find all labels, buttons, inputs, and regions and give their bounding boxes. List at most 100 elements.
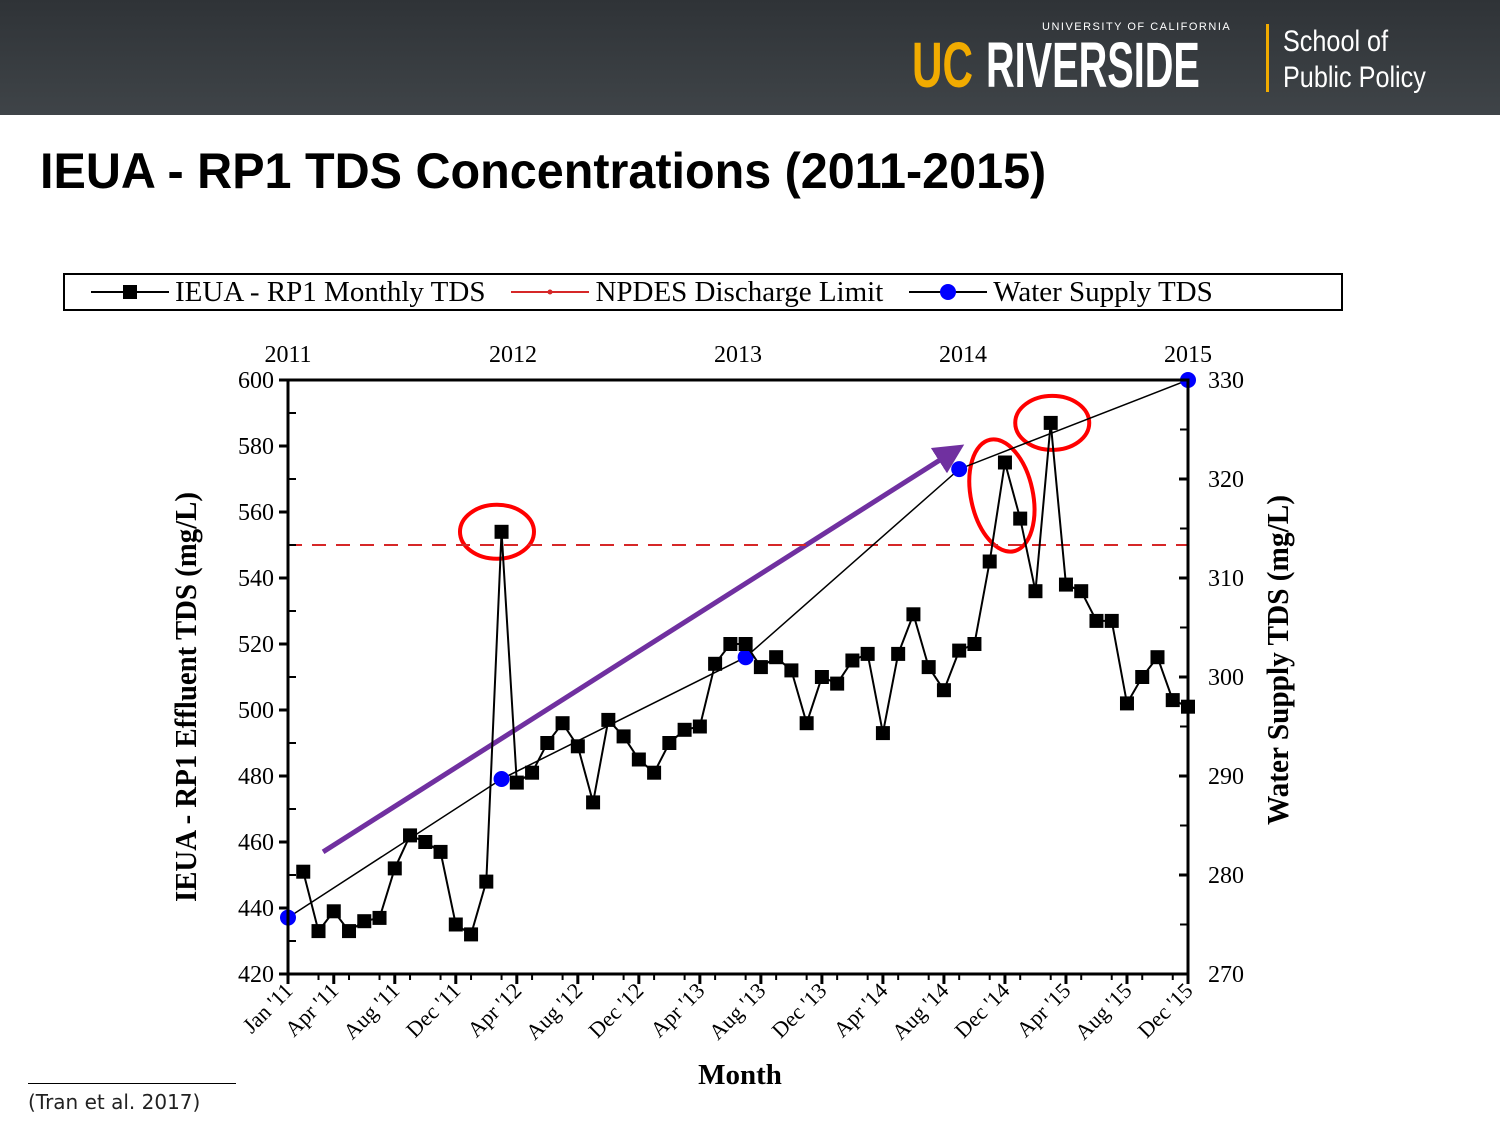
x-tick-label: Apr '12 — [462, 978, 526, 1042]
ucr-logo: UC UNIVERSITY OF CALIFORNIA RIVERSIDE Sc… — [912, 20, 1453, 96]
y2-tick-label: 300 — [1208, 665, 1244, 691]
monthly-tds-point — [555, 716, 570, 731]
monthly-tds-point — [723, 637, 738, 651]
monthly-tds-point — [799, 716, 814, 731]
monthly-tds-point — [845, 653, 860, 668]
monthly-tds-point — [586, 795, 601, 810]
monthly-tds-point — [830, 676, 845, 691]
monthly-tds-point — [601, 712, 616, 727]
chart-legend: IEUA - RP1 Monthly TDS NPDES Discharge L… — [63, 273, 1343, 311]
monthly-tds-point — [738, 637, 753, 651]
top-axis-label: 2015 — [1164, 342, 1212, 368]
monthly-tds-point — [891, 646, 906, 661]
monthly-tds-point — [952, 643, 967, 658]
x-axis-label: Month — [698, 1059, 782, 1091]
highlight-circle — [1013, 393, 1092, 452]
monthly-tds-point — [570, 739, 585, 754]
monthly-tds-point — [342, 924, 357, 939]
monthly-tds-point — [662, 736, 677, 750]
dot-marker-icon — [511, 282, 590, 302]
logo-uc-block: UC — [912, 34, 986, 96]
highlight-circle — [457, 502, 536, 561]
monthly-tds-point — [1058, 577, 1073, 592]
monthly-tds-point — [753, 660, 768, 675]
monthly-tds-point — [357, 914, 372, 929]
y-tick-label: 500 — [238, 698, 274, 724]
monthly-tds-point — [982, 554, 997, 569]
x-tick-label: Dec '14 — [950, 978, 1015, 1043]
x-tick-label: Apr '13 — [645, 978, 709, 1042]
monthly-tds-point — [769, 650, 784, 665]
slide-header: UC UNIVERSITY OF CALIFORNIA RIVERSIDE Sc… — [0, 0, 1500, 115]
y-tick-label: 480 — [238, 764, 274, 790]
plot-frame — [286, 378, 1190, 976]
y2-tick-label: 320 — [1208, 467, 1244, 493]
footnote-rule — [28, 1083, 236, 1084]
monthly-tds-point — [525, 765, 540, 780]
slide-title: IEUA - RP1 TDS Concentrations (2011-2015… — [40, 143, 1047, 199]
x-tick-label: Aug '14 — [887, 978, 954, 1045]
logo-uc: UC — [912, 34, 974, 96]
monthly-tds-point — [464, 927, 479, 942]
monthly-tds-point — [509, 775, 524, 790]
logo-riverside: RIVERSIDE — [986, 34, 1200, 96]
monthly-tds-point — [1028, 584, 1043, 599]
top-axis-label: 2014 — [939, 342, 987, 368]
water-supply-point — [493, 770, 510, 787]
monthly-tds-point — [814, 670, 829, 684]
citation: (Tran et al. 2017) — [28, 1090, 201, 1114]
legend-label: IEUA - RP1 Monthly TDS — [175, 275, 486, 308]
trend-arrow — [321, 444, 965, 855]
school-line-2: Public Policy — [1283, 61, 1426, 94]
monthly-tds-point — [631, 752, 646, 767]
monthly-tds-point — [326, 904, 341, 919]
monthly-tds-point — [1013, 511, 1028, 526]
x-tick-label: Dec '15 — [1133, 978, 1198, 1043]
monthly-tds-point — [936, 683, 951, 698]
logo-riverside-block: UNIVERSITY OF CALIFORNIA RIVERSIDE — [986, 20, 1256, 96]
monthly-tds-point — [296, 864, 311, 879]
highlight-ellipse — [967, 437, 1037, 554]
monthly-tds-point — [708, 656, 723, 671]
y2-tick-label: 310 — [1208, 566, 1244, 592]
square-marker-icon — [91, 282, 169, 302]
y-axis-label: IEUA - RP1 Effluent TDS (mg/L) — [168, 492, 203, 902]
monthly-tds-point — [997, 455, 1012, 470]
monthly-tds-point — [433, 844, 448, 859]
logo-riverside-row: RIVERSIDE — [986, 34, 1256, 96]
monthly-tds-point — [921, 660, 936, 675]
legend-item-water-supply: Water Supply TDS — [883, 276, 1213, 309]
monthly-tds-point — [677, 722, 692, 737]
x-tick-label: Aug '11 — [338, 978, 404, 1044]
y-tick-label: 520 — [238, 632, 274, 658]
monthly-tds-point — [616, 729, 631, 744]
monthly-tds-point — [1150, 650, 1165, 665]
y-tick-label: 460 — [238, 830, 274, 856]
monthly-tds-point — [1135, 670, 1150, 684]
monthly-tds-point — [875, 726, 890, 741]
monthly-tds-point — [448, 917, 463, 932]
monthly-tds-point — [1089, 613, 1104, 628]
x-tick-label: Apr '14 — [828, 978, 892, 1042]
y2-tick-label: 330 — [1208, 368, 1244, 394]
monthly-tds-point — [967, 637, 982, 651]
monthly-tds-point — [1074, 584, 1089, 599]
top-axis-label: 2012 — [489, 342, 537, 368]
y-tick-label: 600 — [238, 368, 274, 394]
x-tick-label: Dec '11 — [401, 978, 465, 1042]
monthly-tds-point — [784, 663, 799, 678]
x-tick-label: Dec '13 — [766, 978, 831, 1043]
school-name: School of Public Policy — [1283, 24, 1453, 96]
monthly-tds-point — [494, 524, 509, 539]
water-supply-point — [737, 649, 754, 666]
legend-label: NPDES Discharge Limit — [595, 275, 884, 308]
monthly-tds-point — [860, 646, 875, 661]
logo-divider — [1266, 24, 1269, 92]
monthly-tds-point — [906, 607, 921, 622]
monthly-tds-point — [387, 861, 402, 876]
y-tick-label: 540 — [238, 566, 274, 592]
y2-tick-label: 290 — [1208, 764, 1244, 790]
top-axis-label: 2011 — [264, 342, 311, 368]
y-tick-label: 440 — [238, 896, 274, 922]
